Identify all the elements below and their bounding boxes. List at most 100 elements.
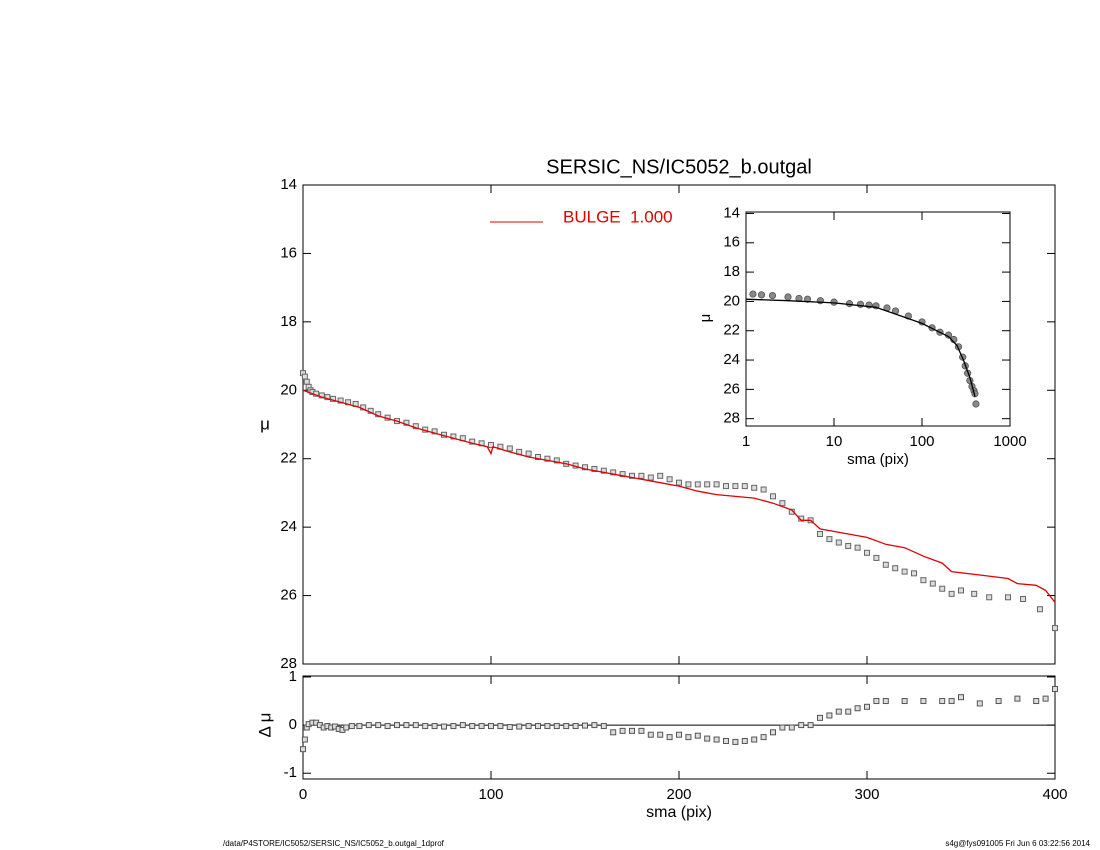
data-point xyxy=(770,729,776,736)
data-point xyxy=(1036,606,1043,613)
x-tick-label: 10 xyxy=(826,433,843,450)
data-point xyxy=(1052,625,1058,632)
data-point xyxy=(591,722,598,729)
data-point xyxy=(901,568,908,575)
y-tick-label: 1 xyxy=(289,668,297,685)
y-tick-label: 0 xyxy=(289,716,297,733)
data-point xyxy=(939,698,946,705)
data-point xyxy=(817,530,823,537)
x-tick-label: 200 xyxy=(666,786,691,803)
data-point xyxy=(694,481,701,488)
data-point xyxy=(647,731,654,738)
data-point xyxy=(971,590,978,597)
data-point xyxy=(619,727,626,734)
data-point xyxy=(582,464,588,471)
data-point xyxy=(572,723,579,730)
data-point xyxy=(488,723,494,730)
data-point xyxy=(330,395,337,402)
data-point xyxy=(666,734,673,741)
data-point xyxy=(403,722,410,729)
data-point xyxy=(431,723,438,730)
y-tick-label: 18 xyxy=(280,313,297,330)
plot-frame xyxy=(745,211,1011,427)
data-point xyxy=(807,722,814,729)
data-point xyxy=(856,300,865,308)
data-point xyxy=(723,737,729,744)
data-point xyxy=(929,580,936,587)
data-point xyxy=(835,539,842,546)
data-point xyxy=(723,483,729,490)
data-point xyxy=(845,300,854,308)
data-point xyxy=(694,732,701,739)
data-point xyxy=(826,712,833,719)
x-axis-label: sma (pix) xyxy=(646,804,712,821)
x-tick-label: 1000 xyxy=(993,433,1026,450)
data-point xyxy=(300,746,306,753)
data-point xyxy=(638,472,645,479)
y-tick-label: 28 xyxy=(280,655,297,672)
data-point xyxy=(666,476,673,483)
footer-path: /data/P4STORE/IC5052/SERSIC_NS/IC5052_b.… xyxy=(223,839,445,848)
data-point xyxy=(835,708,842,715)
data-point xyxy=(798,722,805,729)
data-point xyxy=(704,735,711,742)
data-point xyxy=(343,724,350,731)
data-point xyxy=(676,731,682,738)
chart-title: SERSIC_NS/IC5052_b.outgal xyxy=(546,156,812,178)
data-point xyxy=(713,736,720,743)
y-axis-label: Δ μ xyxy=(255,713,274,738)
data-point xyxy=(303,378,310,385)
data-point xyxy=(412,423,419,430)
model-line xyxy=(745,298,976,397)
data-point xyxy=(1042,695,1049,702)
data-point xyxy=(600,467,607,474)
data-point xyxy=(873,554,880,561)
y-tick-label: 26 xyxy=(723,380,740,397)
data-point xyxy=(563,723,570,730)
data-point xyxy=(301,736,308,743)
data-point xyxy=(864,703,870,710)
data-point xyxy=(629,472,635,479)
data-point xyxy=(1020,595,1027,602)
x-tick-label: 400 xyxy=(1042,786,1067,803)
data-point xyxy=(1052,685,1058,692)
data-point xyxy=(741,737,748,744)
data-point xyxy=(901,698,908,705)
data-point xyxy=(958,694,964,701)
data-point xyxy=(873,698,880,705)
data-point xyxy=(638,727,645,734)
data-point xyxy=(798,515,805,522)
data-point xyxy=(882,561,889,568)
data-point xyxy=(450,723,457,730)
data-point xyxy=(749,290,757,298)
data-point xyxy=(506,445,513,452)
data-point xyxy=(450,433,457,440)
y-tick-label: 22 xyxy=(723,322,740,339)
data-point xyxy=(976,700,983,707)
x-axis-label: sma (pix) xyxy=(847,451,909,468)
x-tick-label: 100 xyxy=(909,433,934,450)
data-point xyxy=(958,587,964,594)
data-point xyxy=(784,293,792,301)
x-tick-label: 300 xyxy=(854,786,879,803)
data-point xyxy=(591,465,598,472)
data-point xyxy=(779,724,786,731)
data-point xyxy=(1005,594,1011,601)
x-tick-label: 100 xyxy=(478,786,503,803)
data-point xyxy=(704,481,711,488)
data-point xyxy=(610,469,617,476)
data-point xyxy=(995,698,1002,705)
y-axis-label: μ xyxy=(697,314,714,323)
data-point xyxy=(803,295,812,303)
y-tick-label: 14 xyxy=(723,204,740,221)
data-point xyxy=(412,722,419,729)
data-point xyxy=(845,542,852,549)
data-point xyxy=(854,544,861,551)
footer-stamp: s4g@fys091005 Fri Jun 6 03:22:56 2014 xyxy=(945,839,1090,848)
data-point xyxy=(301,373,308,380)
y-tick-label: 18 xyxy=(723,263,740,280)
data-point xyxy=(685,481,692,488)
data-point xyxy=(760,486,767,493)
x-tick-label: 1 xyxy=(742,433,750,450)
data-point xyxy=(516,723,523,730)
